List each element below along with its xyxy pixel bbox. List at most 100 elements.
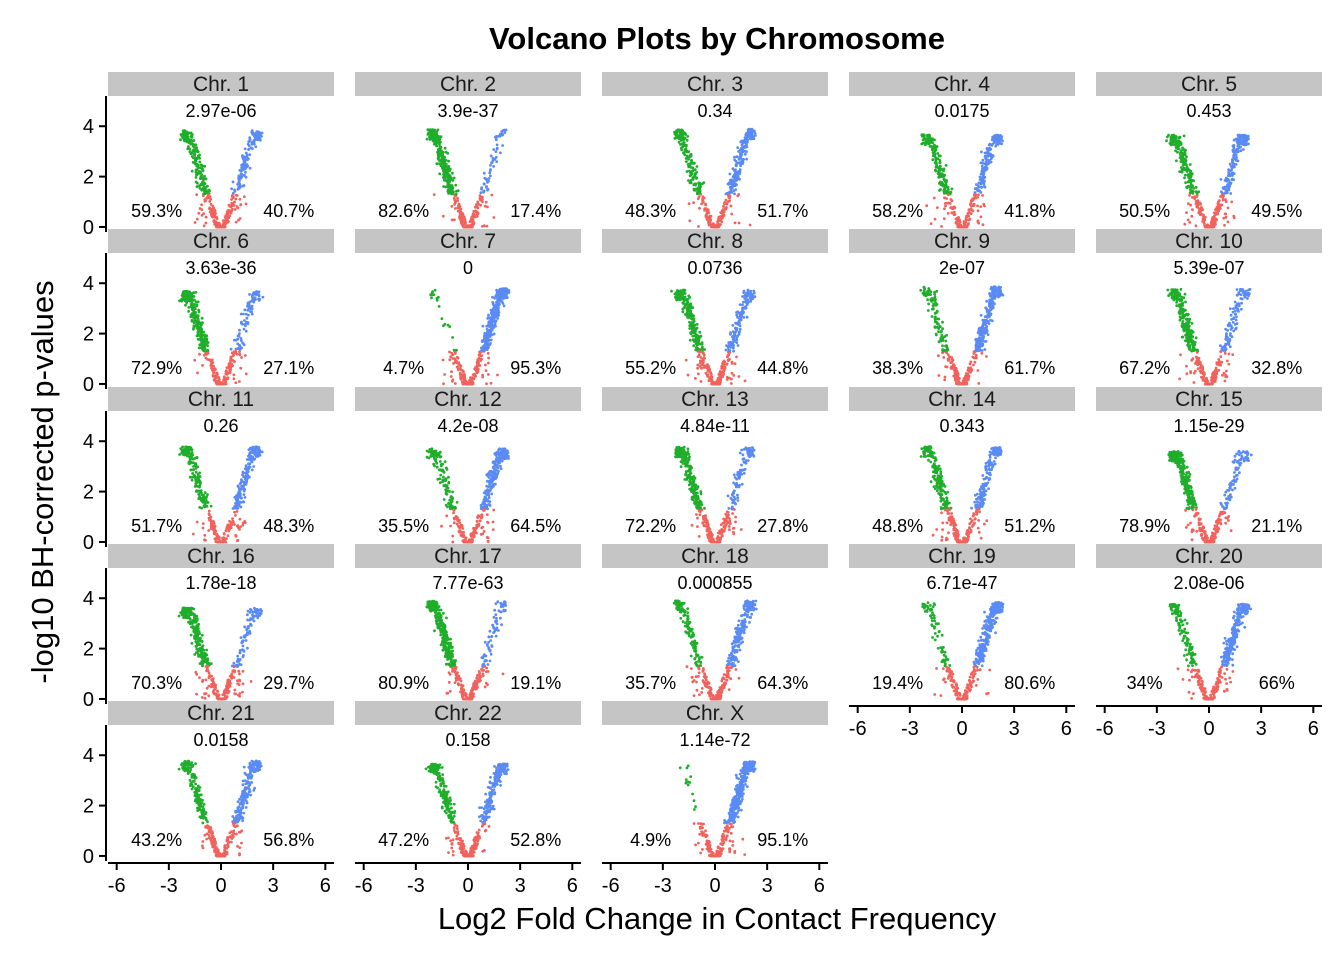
- data-point: [193, 358, 197, 362]
- data-point: [478, 364, 482, 367]
- data-point: [947, 356, 951, 359]
- data-point: [737, 150, 740, 153]
- data-point: [1204, 225, 1208, 229]
- data-point: [180, 134, 184, 137]
- data-point: [494, 304, 498, 307]
- data-point: [190, 296, 194, 299]
- data-point: [976, 345, 979, 348]
- data-point: [919, 288, 923, 292]
- data-point: [448, 186, 452, 189]
- data-point: [208, 358, 212, 362]
- data-point: [250, 141, 254, 144]
- data-point: [1190, 172, 1194, 176]
- data-point: [248, 293, 251, 296]
- data-point: [485, 324, 489, 328]
- data-point: [1194, 185, 1198, 189]
- data-point: [952, 363, 955, 366]
- data-point: [452, 196, 456, 200]
- data-point: [979, 327, 983, 331]
- data-point: [983, 204, 986, 208]
- data-point: [498, 287, 502, 291]
- y-tick-label: 4: [83, 116, 94, 138]
- data-point: [456, 199, 459, 203]
- data-point: [225, 370, 228, 374]
- data-point: [463, 225, 466, 229]
- data-point: [204, 177, 208, 181]
- facet-pvalue: 0.34: [697, 101, 732, 121]
- data-point: [933, 296, 936, 300]
- data-point: [212, 371, 216, 375]
- data-point: [987, 152, 991, 156]
- data-point: [1191, 192, 1195, 195]
- data-point: [930, 297, 934, 300]
- data-point: [487, 356, 490, 360]
- data-point: [967, 366, 970, 370]
- data-point: [246, 308, 250, 312]
- data-point: [238, 350, 241, 353]
- data-point: [193, 303, 196, 306]
- data-point: [453, 202, 456, 206]
- data-point: [235, 205, 239, 208]
- data-point: [718, 370, 722, 374]
- data-point: [924, 291, 927, 295]
- data-point: [435, 162, 439, 166]
- data-point: [1243, 143, 1247, 147]
- data-point: [250, 312, 254, 316]
- data-point: [685, 138, 689, 142]
- data-point: [482, 339, 485, 343]
- data-point: [486, 351, 490, 355]
- data-point: [1239, 149, 1243, 153]
- data-point: [921, 138, 925, 142]
- data-point: [496, 373, 499, 377]
- data-point: [487, 179, 490, 183]
- data-point: [217, 380, 221, 383]
- data-point: [997, 285, 1001, 289]
- facet-left-percent: 82.6%: [378, 201, 429, 221]
- data-point: [985, 167, 989, 171]
- data-point: [931, 154, 935, 158]
- data-point: [737, 330, 741, 334]
- data-point: [257, 136, 260, 140]
- data-point: [1179, 143, 1183, 146]
- data-point: [495, 160, 499, 164]
- data-point: [697, 338, 701, 342]
- data-point: [471, 218, 475, 222]
- data-point: [242, 155, 246, 159]
- data-point: [478, 196, 482, 200]
- data-point: [923, 134, 926, 137]
- facet-right-percent: 17.4%: [510, 201, 561, 221]
- data-point: [493, 157, 497, 161]
- data-point: [454, 192, 458, 196]
- data-point: [942, 177, 946, 181]
- data-point: [722, 205, 725, 208]
- data-point: [734, 168, 737, 172]
- facet-points: [920, 133, 1004, 229]
- data-point: [485, 382, 488, 386]
- data-point: [745, 315, 749, 319]
- data-point: [723, 207, 727, 211]
- data-point: [693, 174, 697, 178]
- data-point: [930, 315, 934, 318]
- data-point: [983, 318, 987, 322]
- data-point: [973, 360, 977, 364]
- data-point: [1180, 160, 1184, 164]
- data-point: [214, 368, 217, 371]
- data-point: [495, 147, 499, 151]
- data-point: [205, 349, 209, 353]
- data-point: [1232, 214, 1236, 218]
- data-point: [695, 187, 698, 191]
- data-point: [234, 197, 238, 201]
- data-point: [736, 175, 740, 179]
- data-point: [728, 358, 731, 361]
- data-point: [945, 197, 948, 200]
- data-point: [733, 332, 736, 336]
- facet-left-percent: 50.5%: [1119, 201, 1170, 221]
- data-point: [458, 371, 462, 375]
- data-point: [436, 156, 440, 160]
- data-point: [697, 195, 701, 199]
- data-point: [253, 138, 257, 142]
- facet-points: [425, 128, 508, 229]
- data-point: [259, 138, 262, 142]
- data-point: [260, 135, 263, 138]
- data-point: [485, 224, 489, 228]
